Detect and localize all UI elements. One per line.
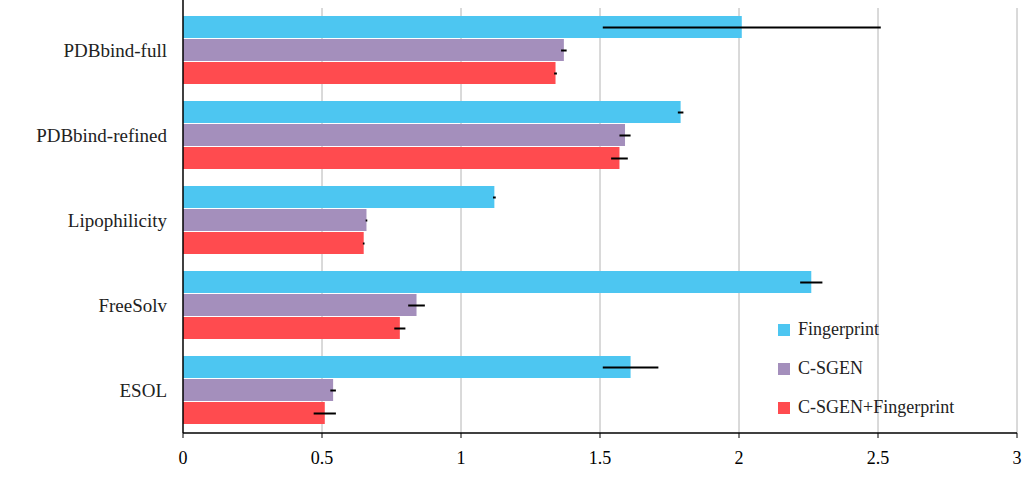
grid-line — [739, 8, 740, 433]
category-label: ESOL — [120, 380, 168, 401]
category-label: PDBbind-refined — [36, 125, 167, 146]
chart: 0 0.5 1 1.5 2 2.5 3 PDBbind-full PDBbind-refined… — [0, 0, 1031, 482]
legend-label: C-SGEN — [798, 358, 863, 378]
tick-label: 2.5 — [867, 448, 890, 468]
error-bar — [408, 305, 425, 307]
x-axis — [183, 432, 1017, 434]
error-bar — [611, 158, 628, 160]
error-bar — [800, 282, 822, 284]
category-label: Lipophilicity — [68, 210, 168, 231]
bar — [183, 379, 333, 401]
tick-label: 2 — [735, 448, 744, 468]
y-axis — [182, 0, 184, 433]
bar — [183, 271, 811, 293]
legend-swatch — [778, 402, 790, 414]
bar — [183, 402, 325, 424]
bar — [183, 317, 400, 339]
grid-line — [878, 8, 879, 433]
category-label: PDBbind-full — [64, 40, 167, 61]
error-bar — [394, 328, 405, 330]
error-bar — [603, 27, 881, 29]
error-bar — [619, 135, 630, 137]
legend-swatch — [778, 363, 790, 375]
bar — [183, 186, 494, 208]
legend-label: Fingerprint — [798, 319, 879, 339]
error-bar — [554, 73, 557, 75]
bar — [183, 39, 564, 61]
tick-label: 1.5 — [589, 448, 612, 468]
error-bar — [314, 413, 336, 415]
error-bar — [493, 197, 496, 199]
tick-label: 0.5 — [311, 448, 334, 468]
error-bar — [330, 390, 336, 392]
legend-swatch — [778, 324, 790, 336]
bar — [183, 62, 556, 84]
bar — [183, 294, 417, 316]
bar — [183, 232, 364, 254]
error-bar — [678, 112, 684, 114]
bar — [183, 209, 366, 231]
category-label: FreeSolv — [98, 295, 167, 316]
bar — [183, 356, 631, 378]
legend: Fingerprint C-SGEN C-SGEN+Fingerprint — [778, 319, 954, 417]
bar — [183, 147, 619, 169]
bars — [183, 16, 881, 424]
tick-label: 0 — [179, 448, 188, 468]
error-bar — [561, 50, 567, 52]
bar — [183, 101, 681, 123]
error-bar — [603, 367, 659, 369]
error-bar — [363, 243, 365, 245]
tick-label: 3 — [1013, 448, 1022, 468]
legend-label: C-SGEN+Fingerprint — [798, 397, 954, 417]
grid-line — [1017, 8, 1018, 433]
error-bar — [366, 220, 368, 222]
tick-label: 1 — [457, 448, 466, 468]
bar — [183, 124, 625, 146]
